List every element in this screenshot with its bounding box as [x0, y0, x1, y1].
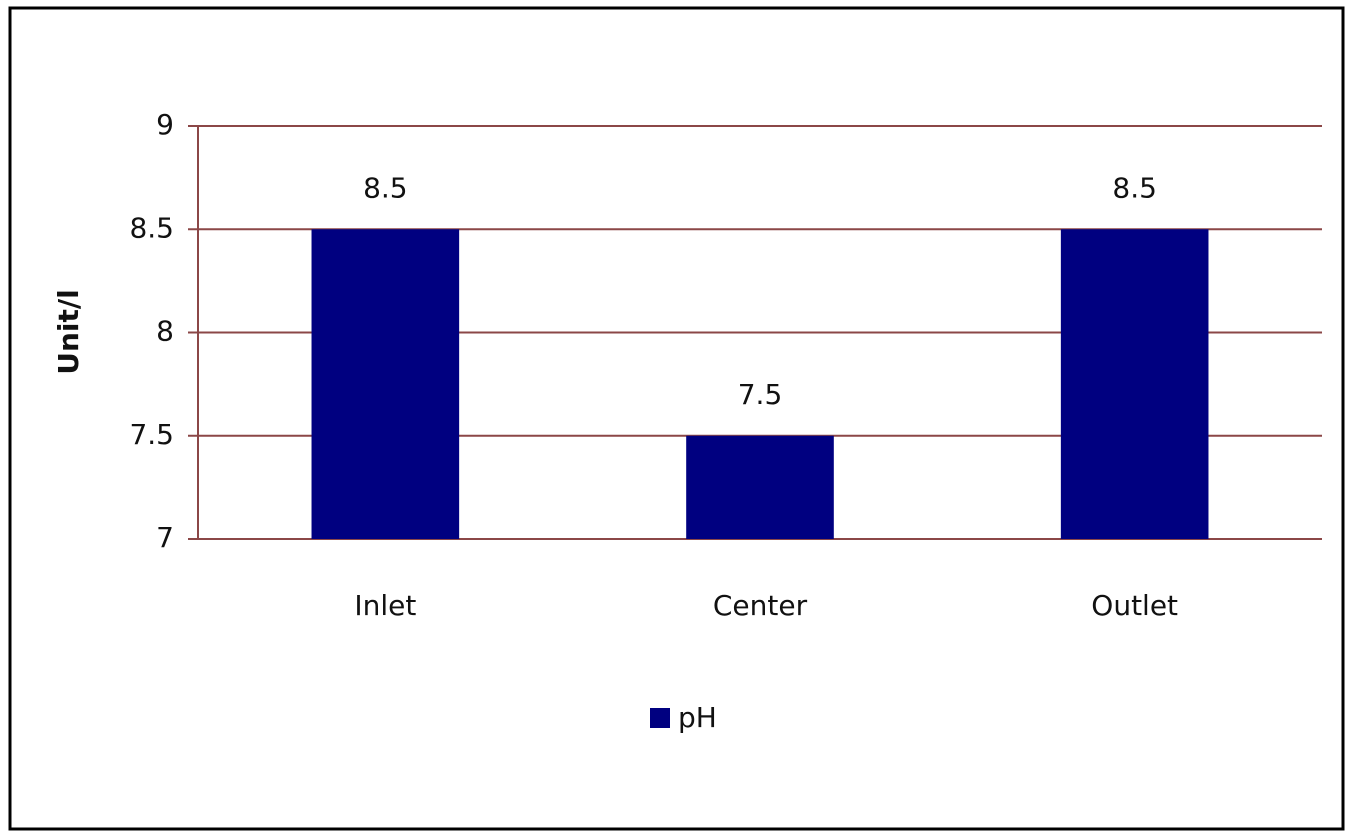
data-label: 8.5 [1112, 171, 1157, 204]
legend-swatch [650, 708, 670, 728]
y-tick-label: 7 [156, 521, 174, 554]
y-tick-label: 8 [156, 315, 174, 348]
y-axis-label: Unit/l [52, 289, 85, 374]
bar [1060, 229, 1209, 539]
bar [311, 229, 460, 539]
x-tick-label: Outlet [1091, 589, 1178, 622]
y-tick-label: 9 [156, 108, 174, 141]
legend-label: pH [678, 701, 717, 734]
data-label: 8.5 [363, 171, 408, 204]
bar [686, 435, 834, 539]
y-tick-label: 8.5 [129, 211, 174, 244]
y-tick-label: 7.5 [129, 418, 174, 451]
x-tick-label: Center [713, 589, 808, 622]
data-label: 7.5 [738, 378, 783, 411]
x-tick-label: Inlet [354, 589, 416, 622]
